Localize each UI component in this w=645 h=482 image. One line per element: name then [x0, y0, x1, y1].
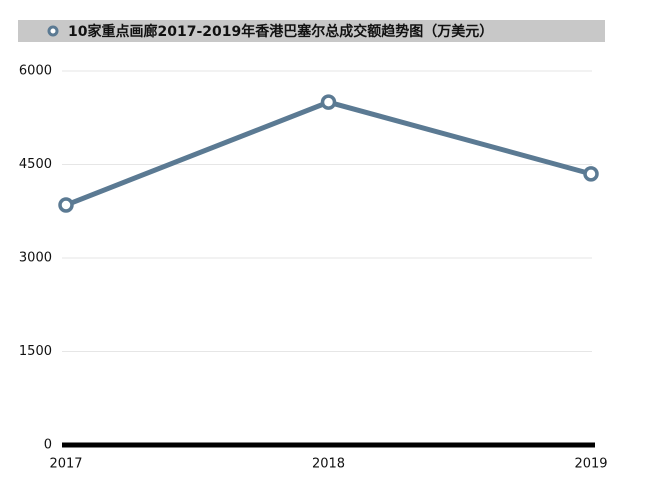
series-line: [65, 99, 592, 208]
y-tick-label: 6000: [19, 64, 52, 79]
legend-banner: [18, 20, 605, 42]
legend-marker: [47, 25, 59, 37]
point: [58, 197, 74, 213]
y-tick-label: 3000: [19, 251, 52, 266]
y-tick-label: 1500: [19, 344, 52, 359]
y-tick-label: 4500: [19, 157, 52, 172]
point: [320, 94, 337, 110]
x-tick-label: 2019: [574, 457, 607, 472]
y-tick-label: 0: [44, 438, 52, 453]
x-tick-label: 2018: [312, 457, 345, 472]
legend-label: 10家重点画廊2017-2019年香港巴塞尔总成交额趋势图（万美元）: [68, 23, 493, 40]
x-tick-label: 2017: [49, 457, 82, 472]
point: [583, 166, 599, 182]
